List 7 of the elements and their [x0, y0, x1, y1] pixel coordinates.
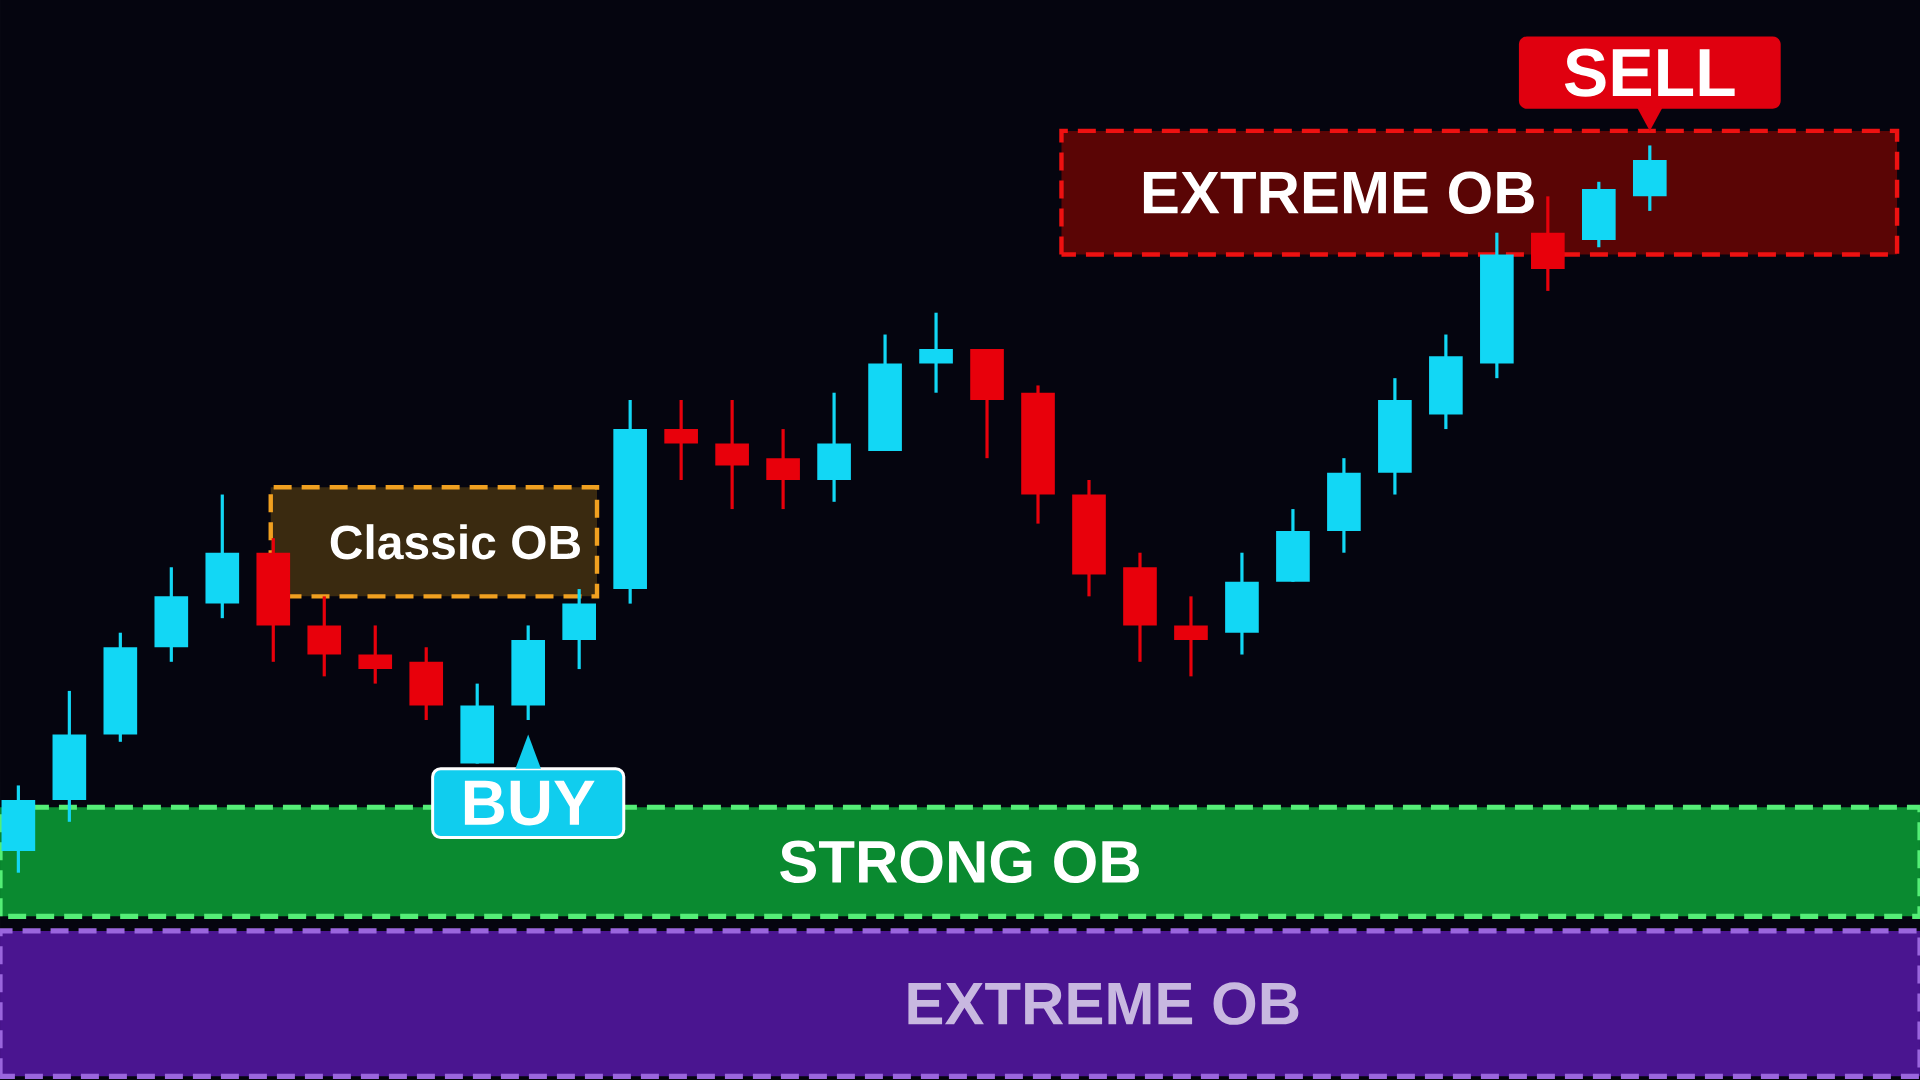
band-label: Classic OB	[330, 524, 580, 560]
band-label: EXTREME OB	[908, 982, 1299, 1025]
band-label: STRONG OB	[780, 840, 1139, 884]
annotation: BUY	[464, 780, 595, 826]
band-label: EXTREME OB	[1143, 171, 1534, 214]
text: SELL	[1564, 48, 1735, 97]
candlestick	[358, 625, 393, 684]
